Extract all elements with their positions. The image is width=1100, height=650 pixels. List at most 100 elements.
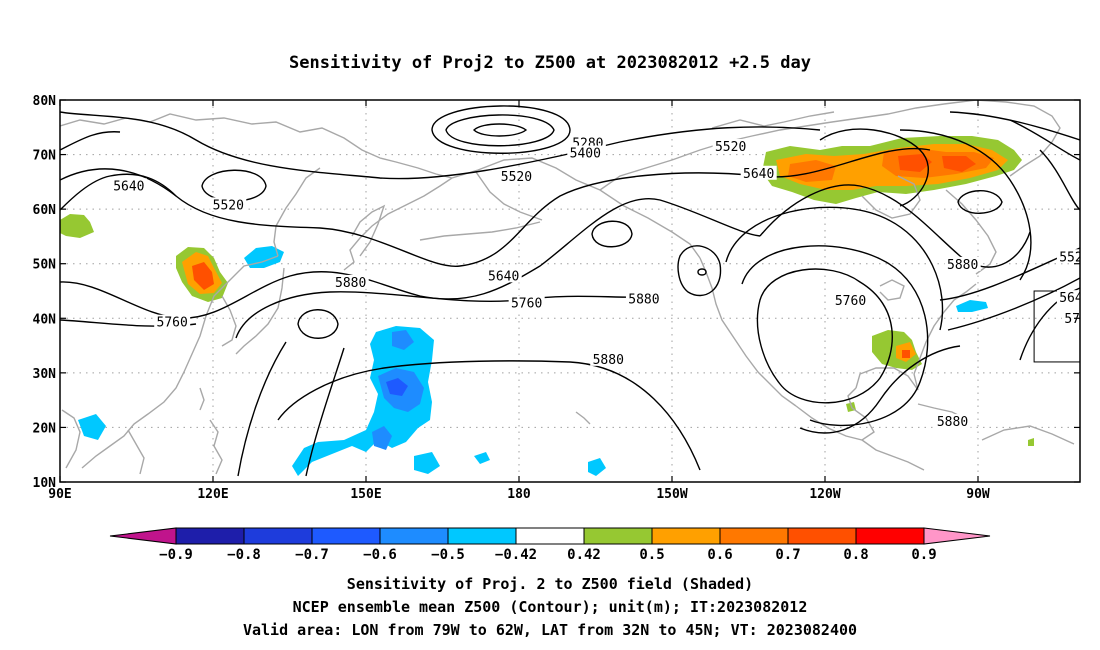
contour-5520-band — [60, 111, 821, 180]
colorbar-label: −0.9 — [159, 547, 193, 563]
coast-canada-north — [599, 103, 945, 191]
lon-tick-label: 150W — [656, 487, 687, 502]
contour-5880-us — [756, 268, 893, 404]
contour-label: 5880 — [593, 353, 624, 368]
contour-5760-us — [741, 245, 929, 427]
shade-red-120e — [192, 262, 214, 290]
contour-5400-greenland — [819, 128, 929, 207]
lon-tick-label: 150E — [350, 487, 381, 502]
contour-5760-low-nw — [677, 245, 722, 297]
shade-red-canada-2 — [942, 156, 976, 172]
contour-label-bg — [1056, 290, 1080, 305]
lon-tick-label: 90W — [966, 487, 990, 502]
contour-label: 5520 — [213, 198, 244, 213]
coast-japan — [235, 267, 285, 355]
contour-5880-closed — [297, 309, 339, 339]
lon-tick-label: 90E — [48, 487, 71, 502]
coast-great-lakes — [879, 279, 905, 301]
contour-east-2 — [947, 277, 1080, 331]
contour-label-bg — [332, 274, 369, 289]
contour-east-6 — [949, 111, 1080, 141]
colorbar-segment — [379, 527, 449, 545]
lon-tick-label: 120W — [809, 487, 840, 502]
colorbar-label: 0.7 — [775, 547, 800, 563]
colorbar-segment — [651, 527, 721, 545]
contour-label: 5400 — [570, 147, 601, 162]
axis-ticks: 90E120E150E180150W120W90W60W80N70N60N50N… — [33, 94, 1080, 502]
contour-5640-us — [725, 206, 944, 331]
plot-frame — [59, 99, 1081, 483]
contour-south-1 — [237, 341, 287, 477]
colorbar-segment — [243, 527, 313, 545]
coast-indochina — [127, 429, 145, 475]
contour-label: 5880 — [335, 276, 366, 291]
shade-redorange-canada-1 — [788, 160, 836, 182]
colorbar-label: 0.5 — [639, 547, 664, 563]
colorbar-segment — [515, 527, 585, 545]
contour-label-bg — [498, 169, 535, 184]
colorbar-label: −0.8 — [227, 547, 261, 563]
contour-label-bg — [934, 414, 971, 429]
lat-tick-label: 80N — [33, 94, 57, 109]
contour-5520-greenland-2 — [899, 129, 1032, 281]
shade-blue-pacific-2 — [372, 426, 392, 450]
contour-label: 5880 — [628, 292, 659, 307]
coast-philippines — [209, 419, 223, 475]
colorbar-high-end — [923, 527, 991, 545]
contour-label: 5520 — [1059, 250, 1090, 265]
coast-aleutians — [419, 221, 541, 241]
coast-hawaii — [575, 411, 591, 425]
contour-label-bg — [832, 292, 869, 307]
shade-cyan-small-2 — [474, 452, 490, 464]
colorbar-segment — [719, 527, 789, 545]
contour-label-bg — [1056, 249, 1080, 264]
contour-closed-low-east — [957, 190, 1003, 214]
shade-red-gulf — [902, 350, 910, 358]
contour-east-5 — [1009, 119, 1080, 161]
shade-cyan-pacific-e — [414, 452, 440, 474]
coast-florida — [913, 283, 977, 375]
contour-label-bg — [210, 197, 247, 212]
contour-label-bg — [110, 178, 147, 193]
coast-us-west — [699, 257, 797, 407]
contour-label-bg — [154, 314, 191, 329]
colorbar-label: −0.7 — [295, 547, 329, 563]
contour-5880-main — [235, 291, 661, 339]
contour-label: 5760 — [835, 294, 866, 309]
lon-tick-label: 180 — [507, 487, 531, 502]
coast-taiwan — [199, 387, 205, 411]
contour-label: 5640 — [1059, 291, 1090, 306]
shade-cyan-pacific — [292, 326, 434, 476]
coast-alaska-west — [475, 171, 543, 221]
coast-greenland — [943, 100, 1061, 177]
contour-label: 5760 — [511, 297, 542, 312]
shade-cyan-135e — [244, 246, 284, 268]
coast-south-america — [981, 425, 1075, 445]
colorbar-label: −0.5 — [431, 547, 465, 563]
caption-line-3: Valid area: LON from 79W to 62W, LAT fro… — [243, 621, 857, 639]
contour-label: 5640 — [743, 167, 774, 182]
shade-cyan-atlantic — [956, 300, 988, 312]
contour-label: 5760 — [157, 316, 188, 331]
colorbar: −0.9 −0.8 −0.7 −0.6 −0.5 −0.42 0.42 0.5 0.6 0.7 0.… — [109, 527, 991, 563]
lon-tick-label: 120E — [197, 487, 228, 502]
shade-blue-pacific-4 — [392, 330, 414, 350]
contour-5280-low — [473, 123, 528, 137]
contour-label: 5520 — [501, 170, 532, 185]
sensitivity-shading — [60, 136, 1034, 476]
shade-green-atlantic-e — [1028, 438, 1034, 446]
colorbar-low-end — [109, 527, 177, 545]
contour-5880-south — [277, 360, 701, 471]
colorbar-segment — [583, 527, 653, 545]
colorbar-segment — [175, 527, 245, 545]
lat-tick-label: 20N — [33, 421, 57, 436]
coast-east-asia — [81, 255, 279, 469]
colorbar-segment — [447, 527, 517, 545]
contour-label-bg — [508, 295, 545, 310]
shade-green-westedge — [60, 214, 94, 238]
contour-south-2 — [305, 347, 345, 477]
contour-label-bg — [740, 165, 777, 180]
contour-label: 5880 — [947, 258, 978, 273]
